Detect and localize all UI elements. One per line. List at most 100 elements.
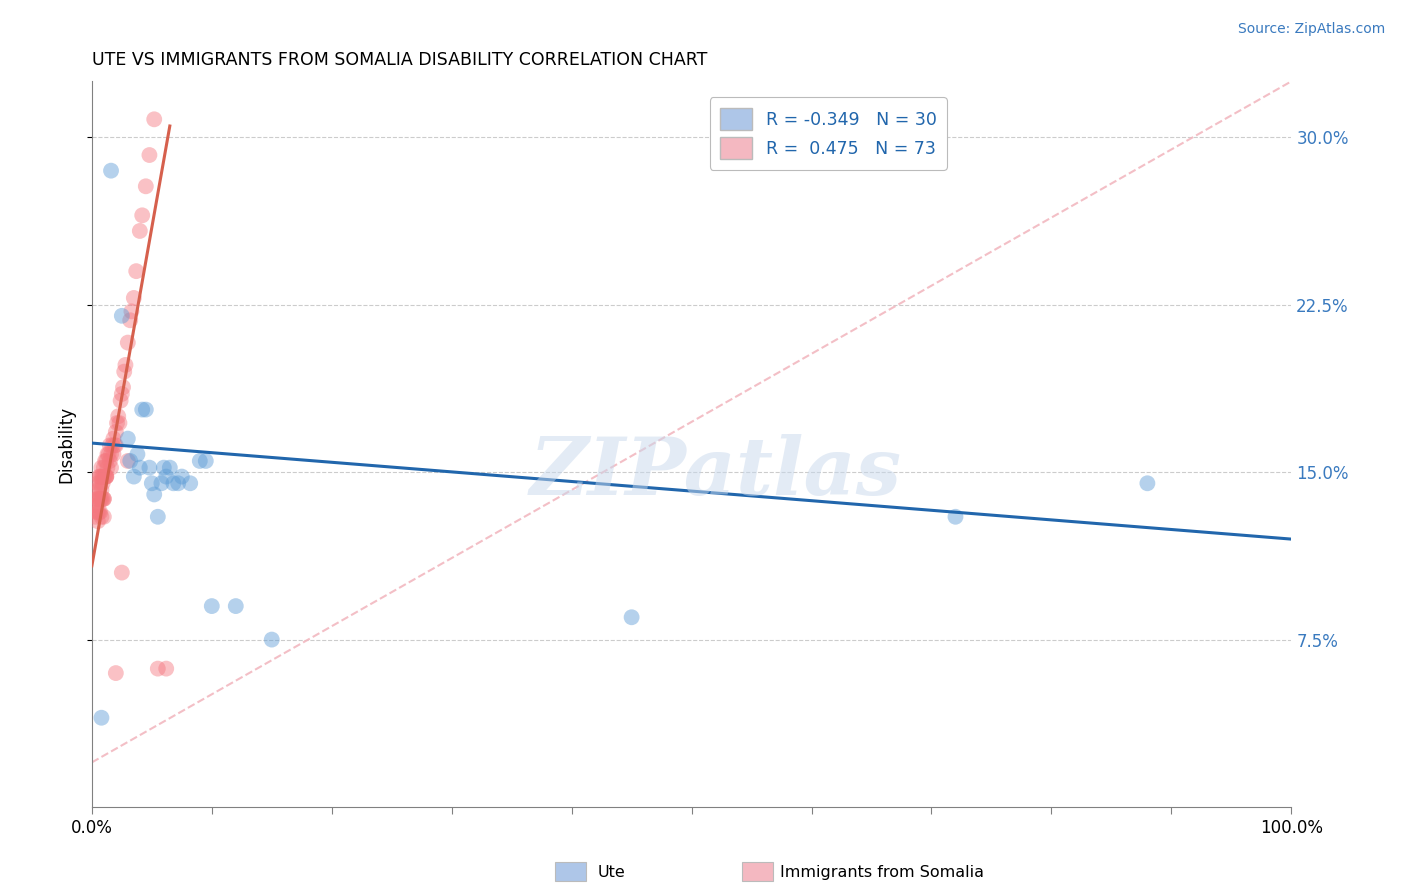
Title: UTE VS IMMIGRANTS FROM SOMALIA DISABILITY CORRELATION CHART: UTE VS IMMIGRANTS FROM SOMALIA DISABILIT… [91,51,707,69]
Point [86,491,108,506]
Point [201,599,224,613]
Legend: R = -0.349   N = 30, R =  0.475   N = 73: R = -0.349 N = 30, R = 0.475 N = 73 [710,97,946,169]
Point [138,148,160,162]
Point [90,460,112,475]
Point [96,469,118,483]
Point [93,509,115,524]
Point [96,469,118,483]
Point [101,438,124,452]
Point [143,112,166,127]
Point [94,454,117,468]
Point [91,476,114,491]
Point [94,469,117,483]
Point [131,402,153,417]
Point [103,447,125,461]
Point [120,304,142,318]
Point [97,447,120,461]
Point [86,483,108,497]
Point [100,447,122,461]
Point [260,632,283,647]
Point [87,514,110,528]
Point [150,476,173,491]
Point [86,505,108,519]
Point [112,380,135,394]
Point [93,491,115,506]
Point [104,438,127,452]
Point [93,469,115,483]
Point [131,208,153,222]
Point [155,469,177,483]
Point [100,460,122,475]
Point [89,469,111,483]
Point [100,163,122,178]
Point [105,416,128,430]
Point [117,454,139,468]
Point [117,335,139,350]
Point [87,491,110,506]
Point [120,454,142,468]
Point [111,566,134,580]
Point [162,476,184,491]
Point [90,509,112,524]
Point [90,483,112,497]
Point [87,469,110,483]
Point [87,476,110,491]
Y-axis label: Disability: Disability [58,406,75,483]
Point [128,460,150,475]
Point [620,610,643,624]
Point [90,711,112,725]
Point [128,224,150,238]
Point [155,662,177,676]
Point [110,393,132,408]
Point [104,425,127,439]
Point [104,666,127,681]
Point [188,454,211,468]
Point [104,438,127,452]
Point [111,387,134,401]
Point [91,491,114,506]
Point [98,454,121,468]
Point [111,309,134,323]
Point [83,499,105,513]
Point [89,505,111,519]
Point [179,476,201,491]
Point [225,599,247,613]
Point [112,365,135,379]
Point [107,409,129,424]
Point [96,469,118,483]
Point [114,358,136,372]
Point [90,491,112,506]
Point [146,509,169,524]
Point [1136,476,1159,491]
Point [84,499,107,513]
Point [89,476,111,491]
Point [117,432,139,446]
Point [93,460,115,475]
Point [84,509,107,524]
Point [153,460,176,475]
Point [945,509,967,524]
Point [143,487,166,501]
Point [194,454,217,468]
Point [96,447,118,461]
Point [146,662,169,676]
Point [120,313,142,327]
Point [122,291,145,305]
Text: Source: ZipAtlas.com: Source: ZipAtlas.com [1237,22,1385,37]
Point [138,460,160,475]
Point [127,447,149,461]
Point [135,402,157,417]
Point [167,476,190,491]
Point [170,469,193,483]
Point [98,438,121,452]
Point [135,179,157,194]
Point [125,264,148,278]
Point [87,505,110,519]
Point [122,469,145,483]
Point [141,476,163,491]
Point [103,432,125,446]
Point [87,505,110,519]
Point [90,469,112,483]
Text: Ute: Ute [598,865,626,880]
Point [108,416,131,430]
